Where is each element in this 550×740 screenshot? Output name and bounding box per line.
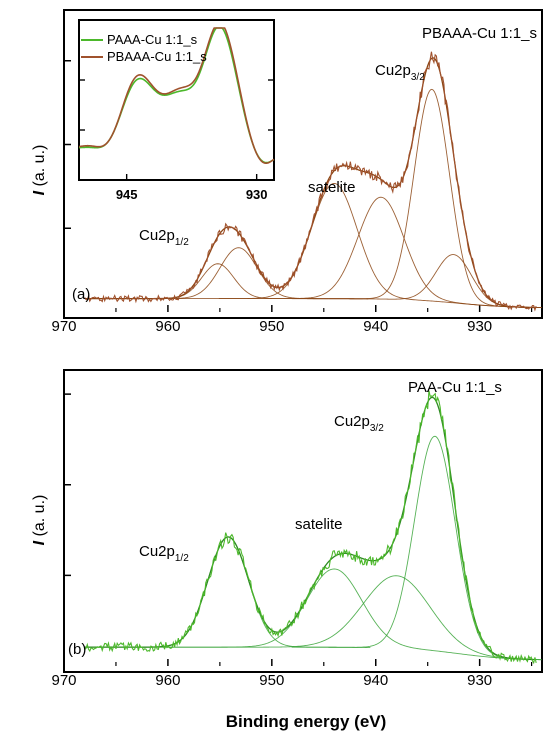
panel-a-frame bbox=[63, 9, 543, 319]
x-tick-label-960: 960 bbox=[155, 672, 180, 689]
panel-a-label: (a) bbox=[72, 286, 90, 303]
x-tick-label-950: 950 bbox=[259, 318, 284, 335]
panel-b-cu2p32-label: Cu2p3/2 bbox=[334, 413, 384, 434]
panel-b-fit-envelope bbox=[84, 396, 537, 661]
inset-x-tick-label-930: 930 bbox=[246, 187, 268, 202]
panel-b-cu2p12-label: Cu2p1/2 bbox=[139, 543, 189, 564]
inset-x-tick-label-945: 945 bbox=[116, 187, 138, 202]
x-tick-label-930: 930 bbox=[467, 672, 492, 689]
x-tick-label-930: 930 bbox=[467, 318, 492, 335]
panel-a-cu2p32-label: Cu2p3/2 bbox=[375, 62, 425, 83]
panel-a-cu2p12-label: Cu2p1/2 bbox=[139, 227, 189, 248]
panel-b: 970 960 950 940 930 PAA-Cu 1:1_s (b) Cu2p1/2… bbox=[51, 369, 543, 689]
panel-b-ticks: 970 960 950 940 930 bbox=[51, 393, 533, 689]
panel-a-satelite-label: satelite bbox=[308, 179, 356, 196]
component-peak-3 bbox=[84, 536, 371, 649]
panel-a-data-trace bbox=[84, 51, 537, 312]
legend-label-pbaaa: PBAAA-Cu 1:1_s bbox=[107, 49, 207, 64]
component-peak-2 bbox=[140, 568, 527, 660]
panel-a-sample-title: PBAAA-Cu 1:1_s bbox=[422, 25, 537, 42]
legend-label-paaa: PAAA-Cu 1:1_s bbox=[107, 32, 198, 47]
component-peak-2 bbox=[218, 196, 542, 309]
panel-a-y-axis-label: I (a. u.) bbox=[31, 145, 48, 196]
inset-plot: 945 930 PAAA-Cu 1:1_s PBAAA-Cu 1:1_s bbox=[78, 19, 275, 202]
x-tick-label-950: 950 bbox=[259, 672, 284, 689]
panel-b-y-axis-label: I (a. u.) bbox=[31, 495, 48, 546]
x-tick-label-940: 940 bbox=[363, 318, 388, 335]
panel-b-data-trace bbox=[84, 390, 537, 665]
x-tick-label-970: 970 bbox=[51, 672, 76, 689]
panel-b-sample-title: PAA-Cu 1:1_s bbox=[408, 379, 502, 396]
x-tick-label-970: 970 bbox=[51, 318, 76, 335]
component-peak-3 bbox=[172, 182, 496, 307]
x-tick-label-960: 960 bbox=[155, 318, 180, 335]
panel-b-label: (b) bbox=[68, 641, 86, 658]
x-tick-label-940: 940 bbox=[363, 672, 388, 689]
inset-series-pbaaa bbox=[78, 27, 275, 165]
component-peak-1 bbox=[328, 254, 541, 309]
x-axis-label: Binding energy (eV) bbox=[226, 712, 387, 731]
inset-ticks: 945 930 bbox=[79, 79, 274, 202]
component-peak-0 bbox=[291, 435, 541, 661]
panel-b-frame bbox=[63, 369, 543, 673]
panel-a: 970 960 950 940 930 PBAAA-Cu 1:1_s (a) Cu2p1… bbox=[51, 9, 543, 335]
panel-b-satelite-label: satelite bbox=[295, 516, 343, 533]
inset-legend: PAAA-Cu 1:1_s PBAAA-Cu 1:1_s bbox=[81, 32, 207, 64]
panel-a-ticks: 970 960 950 940 930 bbox=[51, 60, 533, 335]
